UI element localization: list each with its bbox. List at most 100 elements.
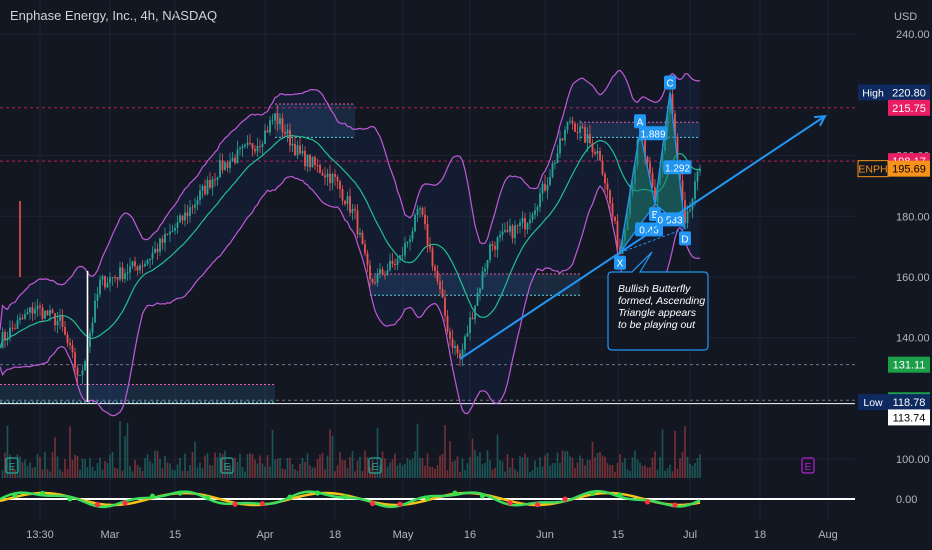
candle-body: [581, 126, 584, 128]
volume-bar: [671, 471, 674, 478]
candle-body: [109, 277, 111, 283]
volume-bar: [104, 460, 106, 478]
volume-bar: [221, 454, 224, 478]
candle-body: [74, 352, 76, 368]
volume-bar: [289, 457, 291, 478]
candle-body: [156, 248, 159, 252]
volume-bar: [531, 470, 534, 478]
volume-bar: [211, 465, 214, 478]
volume-bar: [624, 458, 626, 478]
candle-body: [129, 266, 131, 273]
candle-body: [474, 305, 476, 320]
volume-bar: [444, 425, 446, 478]
oscillator-dot: [369, 500, 376, 507]
volume-bar: [544, 455, 546, 478]
volume-bar: [399, 462, 401, 478]
volume-bar: [134, 459, 136, 478]
candle-body: [356, 210, 359, 235]
candle-body: [376, 273, 379, 283]
candle-body: [421, 208, 424, 215]
candle-body: [386, 270, 389, 275]
candle-body: [556, 153, 559, 164]
volume-bar: [356, 460, 359, 478]
volume-bar: [434, 468, 436, 478]
volume-bar: [139, 467, 141, 478]
callout-text-line: formed, Ascending: [618, 295, 705, 307]
volume-bar: [316, 459, 319, 478]
candle-body: [331, 174, 334, 184]
candle-body: [449, 331, 451, 339]
volume-bar: [489, 459, 491, 478]
volume-bar: [251, 454, 254, 478]
candle-body: [569, 120, 571, 122]
volume-bar: [281, 468, 284, 478]
candle-body: [274, 113, 276, 121]
volume-bar: [196, 467, 199, 478]
callout-text-line: Triangle appears: [618, 307, 697, 319]
candle-body: [56, 320, 59, 326]
volume-bar: [589, 459, 591, 478]
volume-bar: [629, 471, 631, 478]
price-axis: USD240.00200.00180.00160.00140.00100.000…: [857, 11, 930, 506]
volume-bar: [409, 460, 411, 478]
candle-body: [301, 150, 304, 154]
candle-body: [321, 173, 324, 176]
volume-bar: [149, 460, 151, 478]
volume-bar: [301, 458, 304, 478]
oscillator-dot: [562, 496, 568, 502]
volume-bar: [81, 458, 84, 478]
middle-band: [0, 134, 701, 349]
candle-body: [574, 123, 576, 132]
pattern-point-d: [679, 231, 691, 246]
candle-body: [346, 196, 349, 204]
volume-bar: [26, 466, 29, 478]
oscillator-dot: [314, 490, 321, 496]
volume-bar: [124, 436, 126, 478]
price-tag-label-box: [858, 394, 888, 411]
candle-body: [361, 232, 364, 245]
candle-body: [289, 129, 291, 146]
volume-bar: [96, 463, 99, 478]
candle-body: [244, 144, 246, 147]
volume-bar: [271, 429, 274, 478]
currency-label: USD: [894, 11, 917, 23]
volume-bar: [456, 456, 459, 478]
candle-body: [454, 345, 456, 349]
candle-body: [339, 181, 341, 189]
candle-body: [489, 244, 491, 261]
volume-bar: [536, 467, 539, 478]
candle-body: [34, 309, 36, 314]
grid-lines: [0, 0, 855, 520]
volume-bar: [514, 469, 516, 478]
volume-bar: [229, 464, 231, 478]
volume-bar: [201, 468, 204, 478]
candle-body: [29, 307, 31, 313]
candle-body: [369, 265, 371, 280]
volume-bar: [41, 469, 44, 478]
candle-body: [119, 267, 121, 280]
volume-bar: [14, 469, 16, 478]
volume-bar: [64, 458, 66, 478]
volume-bar: [406, 458, 409, 478]
oscillator-dot: [534, 502, 541, 508]
candle-body: [649, 162, 651, 173]
candle-body: [696, 171, 699, 182]
volume-bar: [234, 457, 236, 478]
candle-body: [511, 225, 514, 239]
volume-bar: [584, 465, 586, 478]
volume-bar: [86, 467, 89, 478]
volume-bar: [359, 456, 361, 478]
candle-body: [549, 177, 551, 185]
candle-body: [299, 145, 301, 154]
volume-bar: [419, 457, 421, 478]
volume-bar: [564, 451, 566, 478]
volume-bar: [246, 454, 249, 478]
volume-bar: [569, 456, 571, 478]
volume-bar: [519, 456, 521, 478]
candle-body: [226, 162, 229, 169]
volume-bar: [126, 422, 129, 478]
volume-bar: [166, 462, 169, 478]
volume-bar: [394, 453, 396, 478]
volume-bar: [226, 465, 229, 478]
